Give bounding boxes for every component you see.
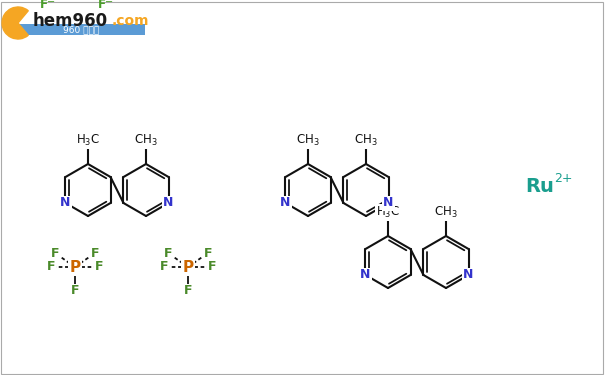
Text: −: −: [47, 0, 55, 7]
Text: .com: .com: [112, 14, 149, 28]
Text: CH$_3$: CH$_3$: [434, 205, 458, 220]
Text: CH$_3$: CH$_3$: [296, 133, 320, 148]
Text: F: F: [203, 247, 212, 260]
Text: N: N: [60, 196, 71, 210]
Text: F: F: [90, 247, 99, 260]
Text: F: F: [98, 0, 106, 11]
Text: N: N: [384, 196, 394, 210]
Text: F: F: [160, 261, 168, 273]
Text: P: P: [70, 260, 80, 274]
Text: F: F: [184, 285, 192, 297]
Text: H$_3$C: H$_3$C: [76, 133, 100, 148]
Text: N: N: [463, 268, 474, 282]
Text: Ru: Ru: [526, 177, 554, 197]
Text: F: F: [40, 0, 48, 11]
Text: CH$_3$: CH$_3$: [354, 133, 378, 148]
Text: F: F: [71, 285, 79, 297]
Text: F: F: [51, 247, 59, 260]
Text: N: N: [163, 196, 174, 210]
FancyBboxPatch shape: [17, 24, 145, 35]
Text: F: F: [208, 261, 216, 273]
Text: N: N: [280, 196, 290, 210]
Text: F: F: [164, 247, 172, 260]
Text: 960 化工网: 960 化工网: [63, 25, 99, 34]
Text: hem960: hem960: [33, 12, 108, 30]
Text: H$_3$C: H$_3$C: [376, 205, 400, 220]
Text: 2+: 2+: [554, 171, 572, 184]
Text: F: F: [95, 261, 103, 273]
Text: F: F: [47, 261, 55, 273]
Text: P: P: [183, 260, 194, 274]
Text: N: N: [361, 268, 371, 282]
Wedge shape: [2, 7, 28, 39]
Text: −: −: [105, 0, 113, 7]
Text: CH$_3$: CH$_3$: [134, 133, 158, 148]
